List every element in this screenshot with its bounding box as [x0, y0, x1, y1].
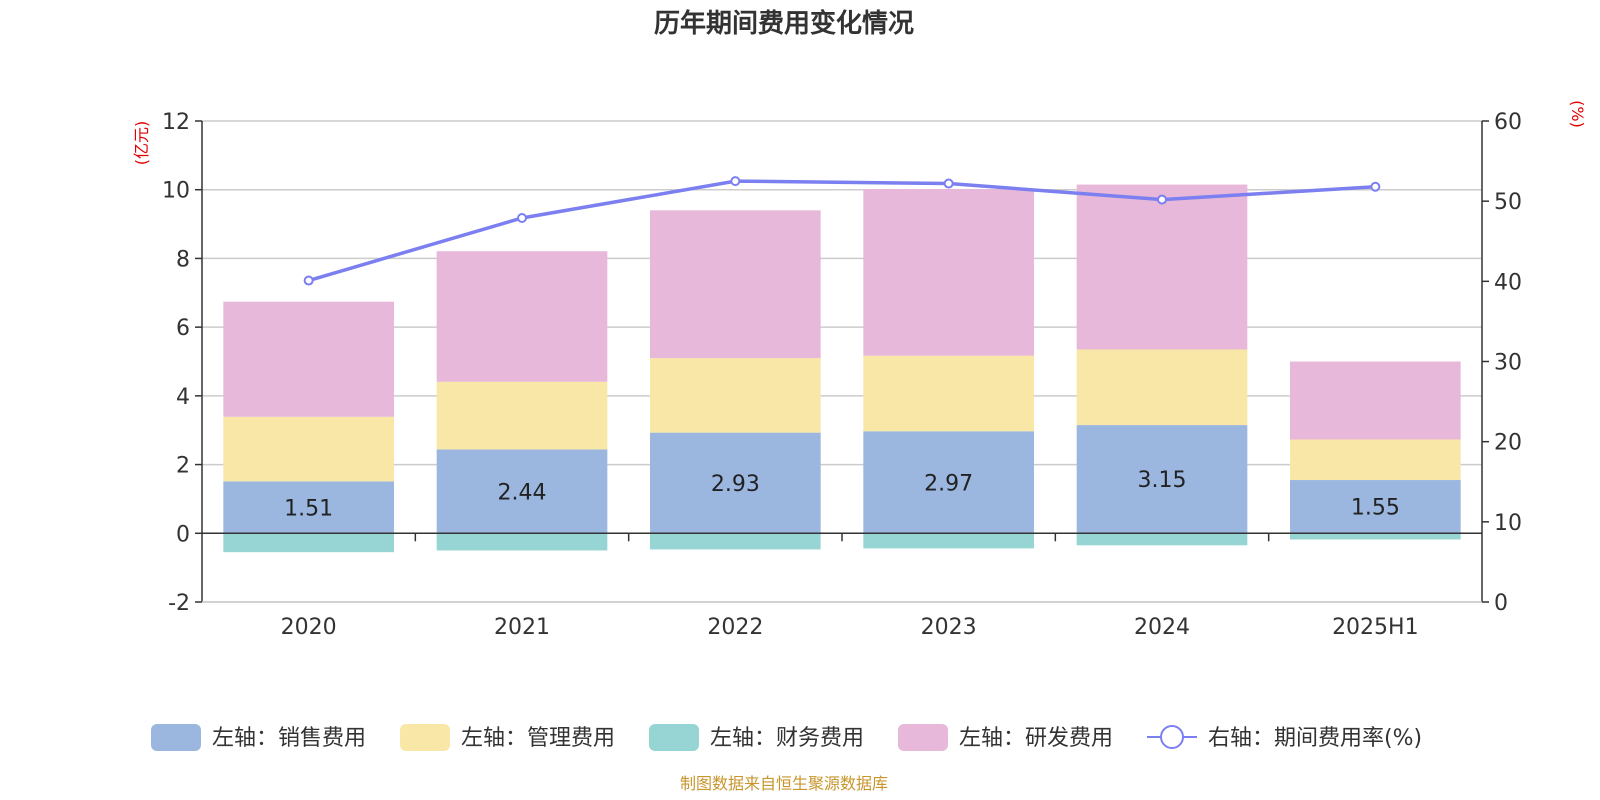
- rate-point: [303, 275, 314, 286]
- category-label: 2025H1: [1332, 615, 1419, 640]
- bar-segment: [223, 416, 394, 482]
- left-tick-label: 6: [176, 316, 190, 341]
- left-tick-label: 0: [176, 522, 190, 547]
- bar-segment: [863, 189, 1034, 356]
- rate-line: [303, 176, 1381, 286]
- axes: -2 0 2 4 6 8 10 12 0 10 20 30 40 50 60 2020 2021 2022 2023…: [162, 110, 1522, 640]
- grid-lines: [202, 120, 1482, 603]
- rate-point: [517, 213, 527, 224]
- left-tick-label: 12: [162, 110, 190, 135]
- legend-label: 左轴：管理费用: [461, 726, 615, 751]
- bar-value-label: 2.44: [498, 480, 547, 505]
- bar-value-label: 2.93: [711, 472, 760, 497]
- bar-labels: 1.51 2.44 2.93 2.97 3.15 1.55: [284, 468, 1400, 521]
- bar-segment: [1076, 184, 1248, 350]
- bar-value-label: 1.51: [284, 496, 333, 521]
- rate-line-path: [308, 179, 1376, 283]
- right-tick-label: 60: [1494, 110, 1522, 135]
- right-axis-unit: (%): [1568, 100, 1587, 128]
- bar-segment: [436, 251, 608, 382]
- bar-segment: [1076, 425, 1248, 534]
- left-tick-label: 2: [176, 454, 190, 479]
- right-tick-label: 30: [1494, 351, 1522, 376]
- bar-segment: [863, 533, 1034, 549]
- bar-segment: [436, 449, 608, 534]
- left-tick-label: 4: [176, 385, 190, 410]
- bar-value-label: 3.15: [1138, 468, 1187, 493]
- bar-segment: [1076, 349, 1248, 426]
- bar-segment: [1290, 480, 1461, 534]
- category-label: 2020: [281, 615, 337, 640]
- legend-swatch: [649, 724, 699, 751]
- bar-segment: [650, 210, 821, 359]
- left-tick-label: 10: [162, 179, 190, 204]
- category-label: 2021: [494, 615, 550, 640]
- right-tick-label: 40: [1494, 270, 1522, 295]
- legend-swatch: [400, 724, 450, 751]
- bar-value-label: 2.97: [924, 471, 973, 496]
- bar-segment: [223, 481, 394, 534]
- rate-point: [1370, 181, 1381, 192]
- legend: 左轴：销售费用 左轴：管理费用 左轴：财务费用 左轴：研发费用 右轴：期间费用率(%): [151, 724, 1422, 751]
- bar-segment: [1076, 533, 1248, 546]
- bars: [223, 184, 1461, 553]
- rate-point: [943, 178, 954, 189]
- category-label: 2023: [921, 615, 977, 640]
- right-tick-label: 50: [1494, 190, 1522, 215]
- legend-swatch: [898, 724, 948, 751]
- bar-segment: [863, 431, 1034, 534]
- bar-segment: [223, 301, 394, 417]
- legend-swatch-marker: [1160, 725, 1184, 749]
- legend-label: 左轴：研发费用: [959, 726, 1113, 751]
- bar-segment: [1290, 361, 1461, 440]
- category-label: 2022: [707, 615, 763, 640]
- category-label: 2024: [1134, 615, 1190, 640]
- bar-segment: [650, 358, 821, 433]
- left-axis-unit: (亿元): [132, 121, 151, 166]
- bar-segment: [223, 533, 394, 553]
- bar-segment: [1290, 439, 1461, 481]
- bar-segment: [863, 355, 1034, 432]
- legend-label: 右轴：期间费用率(%): [1208, 726, 1422, 751]
- source-note: 制图数据来自恒生聚源数据库: [680, 774, 888, 793]
- chart-title: 历年期间费用变化情况: [654, 8, 914, 39]
- bar-segment: [1290, 533, 1461, 540]
- rate-point: [730, 176, 741, 187]
- right-tick-label: 20: [1494, 431, 1522, 456]
- bar-segment: [650, 432, 821, 534]
- legend-label: 左轴：销售费用: [212, 726, 366, 751]
- left-tick-label: 8: [176, 247, 190, 272]
- legend-label: 左轴：财务费用: [710, 726, 864, 751]
- left-tick-label: -2: [168, 591, 190, 616]
- right-tick-label: 0: [1494, 591, 1508, 616]
- bar-segment: [436, 533, 608, 551]
- legend-swatch: [151, 724, 201, 751]
- bar-value-label: 1.55: [1351, 496, 1400, 521]
- rate-point: [1157, 194, 1167, 205]
- bar-segment: [436, 381, 608, 450]
- bar-segment: [650, 533, 821, 550]
- right-tick-label: 10: [1494, 511, 1522, 536]
